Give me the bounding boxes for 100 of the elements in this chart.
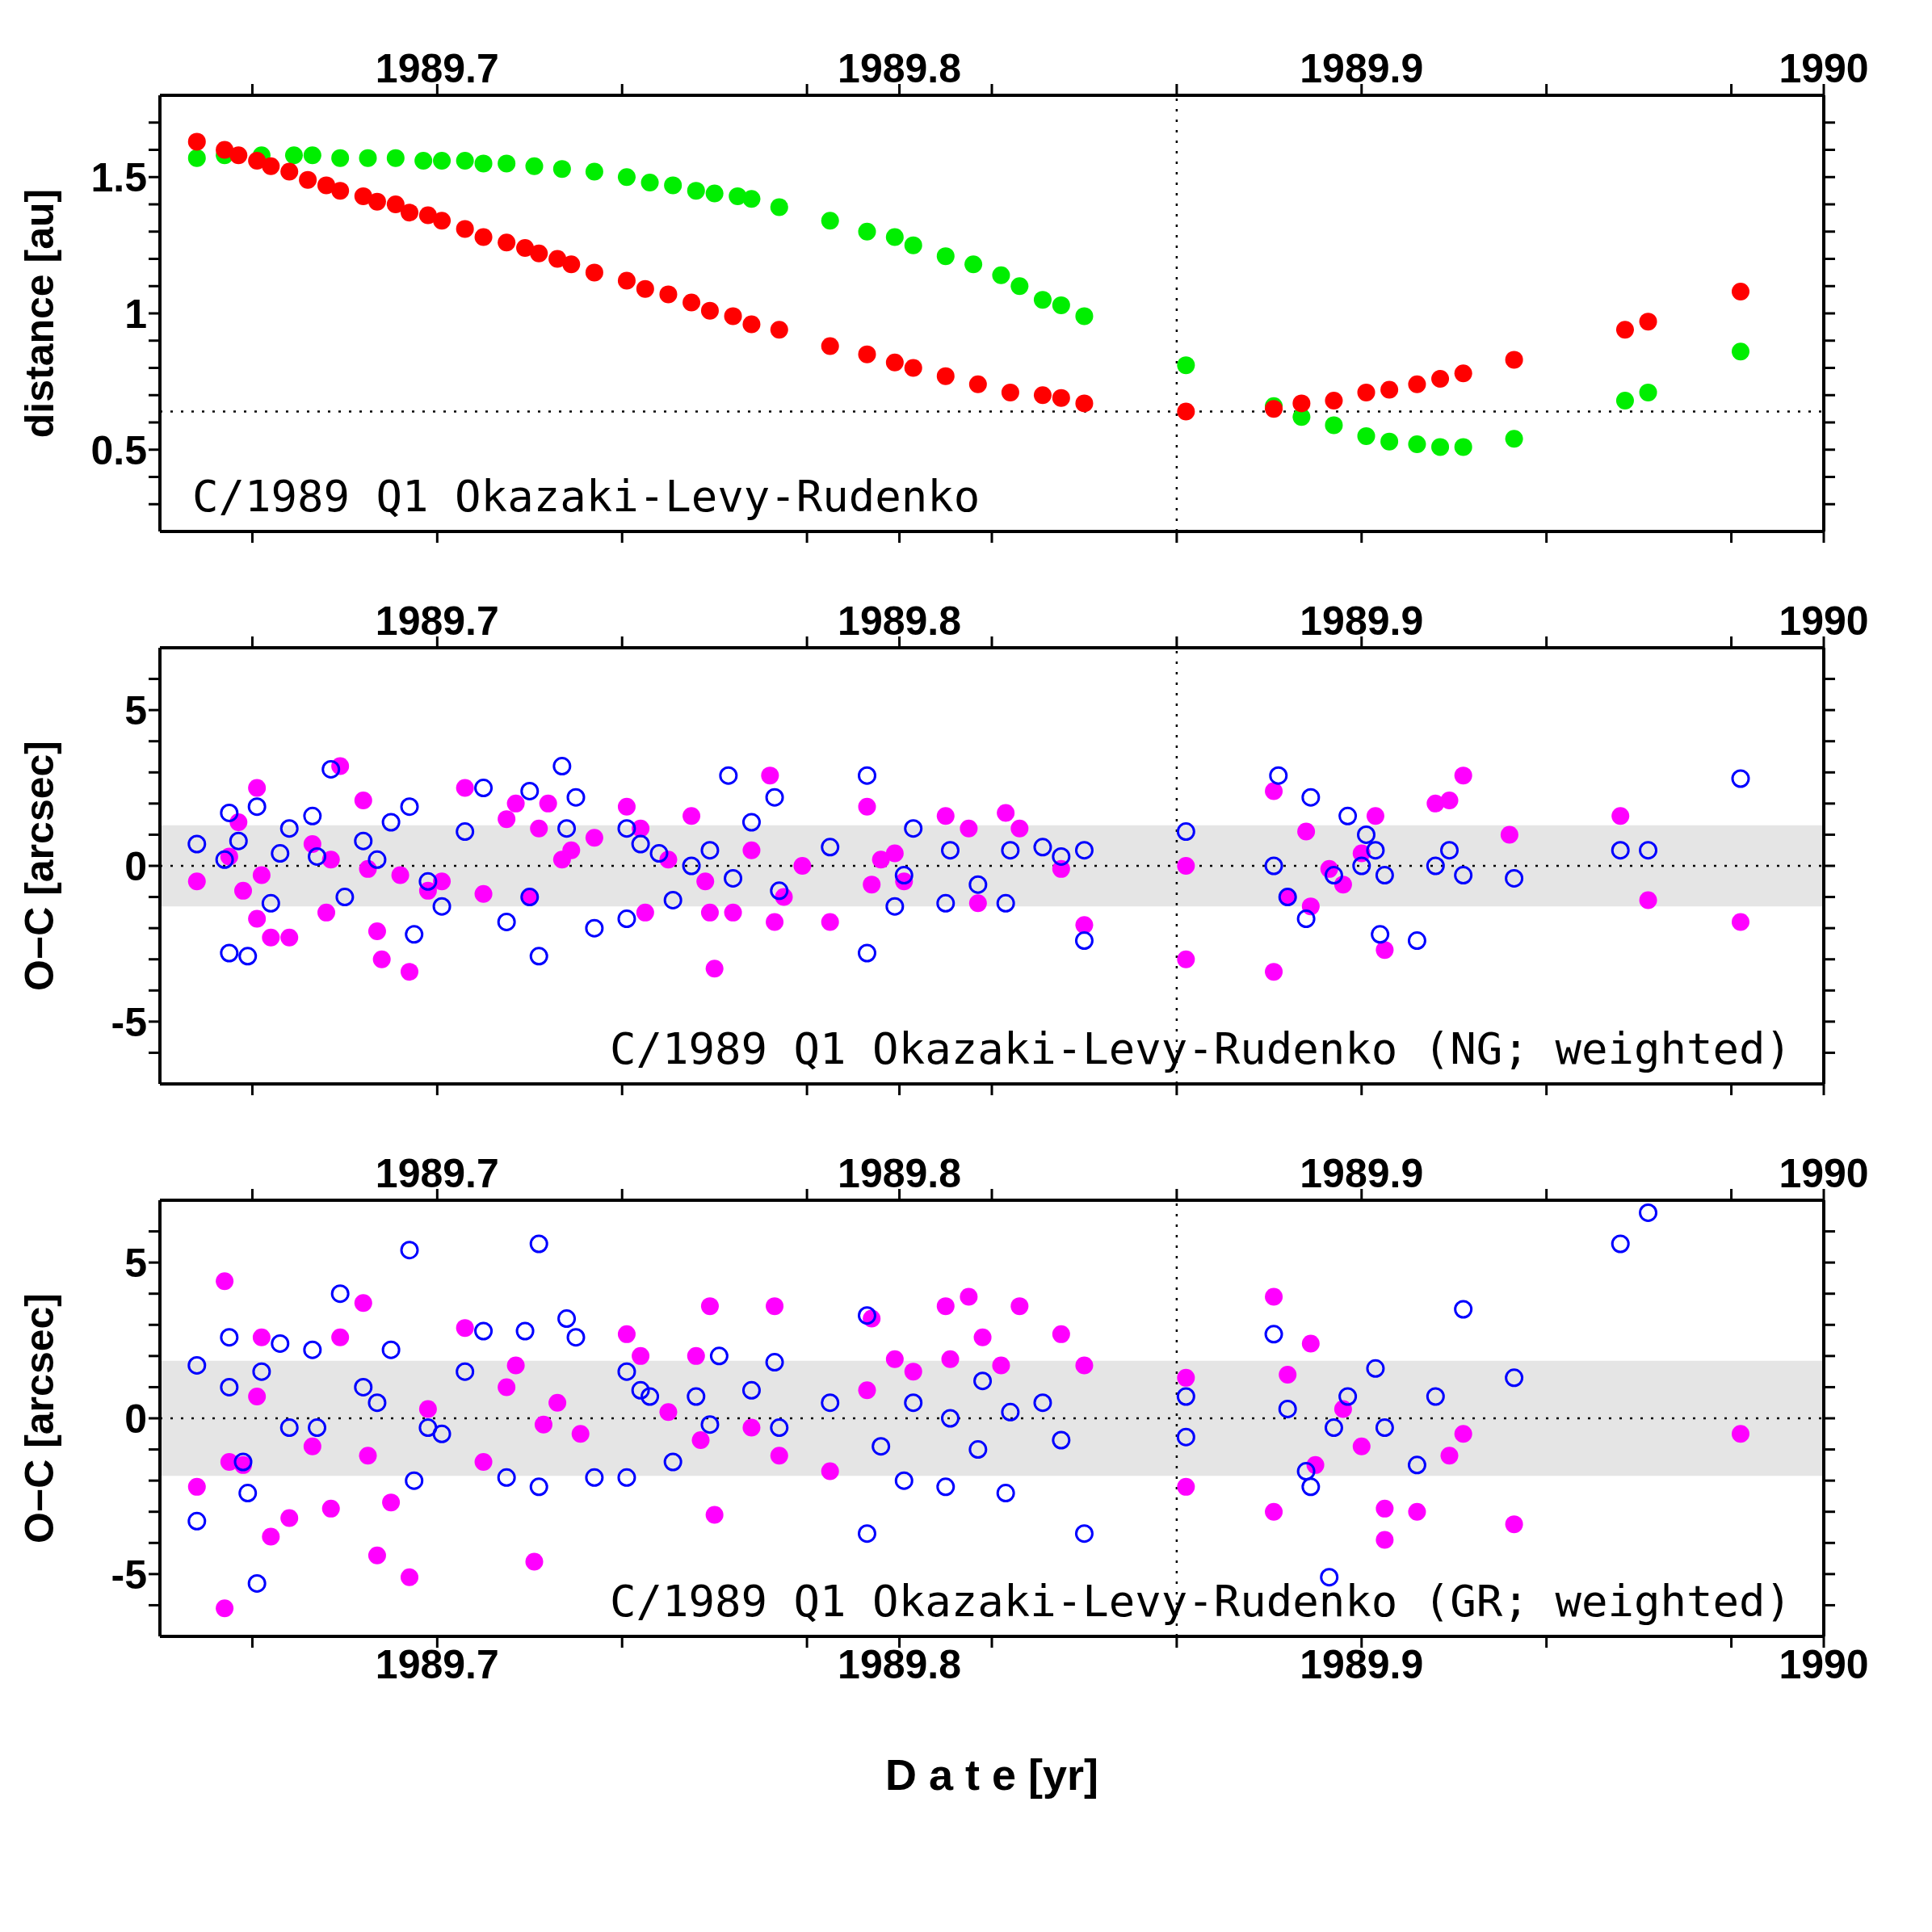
point [262, 157, 280, 175]
y-axis-title: O−C [arcsec] [16, 1293, 62, 1544]
point [498, 233, 516, 252]
point [1357, 383, 1376, 401]
point [904, 359, 922, 377]
point [1177, 402, 1195, 421]
point [1431, 438, 1450, 456]
point [1408, 435, 1426, 453]
y-tick-label: 1 [124, 291, 147, 337]
y-axis-title: O−C [arcsec] [16, 741, 62, 991]
point [1033, 291, 1052, 309]
point [1431, 370, 1450, 388]
x-tick-label: 1989.7 [375, 46, 499, 91]
point [1454, 438, 1472, 456]
point [585, 162, 603, 181]
x-tick-label: 1989.8 [838, 1151, 962, 1196]
point [1033, 386, 1052, 405]
point [280, 162, 299, 181]
y-tick-label: -5 [111, 1552, 147, 1598]
point [331, 182, 350, 200]
point [368, 192, 386, 211]
point [858, 345, 876, 363]
point [474, 228, 493, 246]
point [821, 212, 839, 230]
y-tick-label: 0.5 [90, 427, 147, 473]
point [724, 307, 742, 326]
point [742, 315, 761, 334]
point [640, 174, 659, 191]
point [386, 195, 405, 213]
y-tick-label: 0 [124, 843, 147, 889]
point [433, 212, 452, 230]
point [1505, 430, 1523, 448]
point [821, 337, 839, 355]
point [187, 149, 206, 167]
x-tick-label: 1989.8 [838, 598, 962, 644]
point [1615, 392, 1634, 410]
x-tick-label: 1989.7 [375, 598, 499, 644]
y-tick-label: 1.5 [90, 155, 147, 200]
point [1010, 277, 1029, 296]
point [433, 152, 452, 170]
point [617, 271, 636, 290]
point [414, 152, 433, 170]
point [1001, 383, 1019, 401]
point [1052, 388, 1070, 407]
point [770, 321, 788, 339]
y-tick-label: 0 [124, 1396, 147, 1442]
x-axis-title: D a t e [yr] [884, 1750, 1099, 1799]
point [1380, 432, 1399, 451]
point [359, 149, 377, 167]
point [474, 154, 493, 173]
point [636, 279, 654, 298]
y-tick-label: 5 [124, 687, 147, 733]
point [331, 149, 350, 167]
point [617, 168, 636, 187]
point [687, 182, 705, 200]
x-tick-label: 1989.7 [375, 1151, 499, 1196]
point [299, 170, 317, 189]
point [1357, 426, 1376, 445]
point [700, 301, 719, 320]
point [456, 220, 474, 238]
point [317, 176, 335, 195]
x2-tick-label: 1989.7 [375, 1641, 499, 1687]
point [1615, 321, 1634, 339]
point [498, 154, 516, 173]
point [1380, 380, 1399, 399]
point [664, 176, 682, 195]
x-tick-label: 1990 [1779, 598, 1869, 644]
point [1075, 394, 1094, 413]
point [1325, 416, 1343, 435]
point [936, 247, 955, 266]
annotation: C/1989 Q1 Okazaki-Levy-Rudenko [192, 470, 981, 522]
point [1052, 296, 1070, 314]
x-tick-label: 1989.8 [838, 46, 962, 91]
point [525, 157, 544, 175]
point [1075, 307, 1094, 326]
point [659, 285, 678, 304]
y-tick-label: 5 [124, 1240, 147, 1286]
point [562, 255, 581, 274]
point [1292, 394, 1311, 413]
point [1408, 375, 1426, 393]
point [530, 244, 548, 262]
x-tick-label: 1989.9 [1300, 1151, 1424, 1196]
point [1732, 342, 1749, 361]
point [418, 206, 437, 225]
point [682, 293, 701, 312]
point [1732, 283, 1749, 300]
point [705, 184, 724, 203]
annotation: C/1989 Q1 Okazaki-Levy-Rudenko (GR; weighted) [610, 1575, 1791, 1627]
point [992, 266, 1010, 284]
point [858, 222, 876, 241]
x2-tick-label: 1989.8 [838, 1641, 962, 1687]
point [885, 353, 904, 372]
point [516, 239, 535, 257]
point [964, 255, 983, 274]
point [216, 141, 234, 159]
point [386, 149, 405, 167]
point [552, 160, 571, 178]
point [1177, 356, 1195, 375]
point [284, 146, 303, 165]
point [303, 146, 321, 165]
